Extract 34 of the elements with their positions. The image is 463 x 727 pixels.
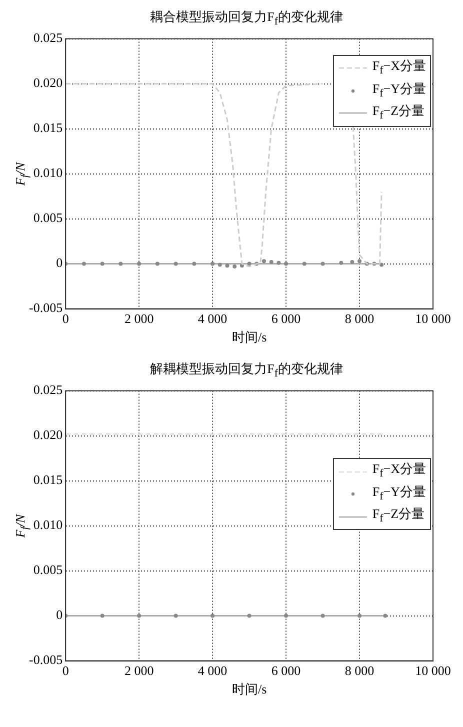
chart-title: 耦合模型振动回复力F$_{f}$的变化规律 [149,8,344,28]
y-tick-label: 0 [56,255,63,270]
y-tick-label: 0.005 [33,562,63,578]
y-tick-label: 0.005 [33,210,63,226]
y-tick-label: 0.015 [33,120,63,136]
y-tick-label: 0.010 [33,165,63,180]
x-tick-label: 6 000 [271,663,301,678]
legend-label: F$_{f}$−X分量 [372,57,426,79]
y-tick-label: 0.020 [33,75,63,90]
y-tick-label: -0.005 [28,300,63,316]
x-tick-label: 2 000 [124,311,154,326]
y-tick-label: 0.015 [33,472,63,488]
x-tick-label: 8 000 [344,311,374,326]
x-tick-label: 4 000 [198,663,228,678]
x-tick-label: 6 000 [271,311,301,326]
y-tick-label: 0.025 [33,382,63,398]
legend-label: F$_{f}$−Z分量 [372,102,425,124]
legend-label: F$_{f}$−Z分量 [372,505,425,528]
chart-title: 解耦模型振动回复力F$_{f}$的变化规律 [149,360,344,380]
x-tick-label: 2 000 [124,663,154,678]
x-tick-label: 10 000 [415,663,451,678]
y-tick-label: 0.025 [33,30,63,46]
y-tick-label: 0 [56,607,63,622]
x-axis-title: 时间/s [232,330,267,345]
y-tick-label: 0.010 [33,517,63,532]
legend-label: F$_{f}$−Y分量 [372,482,426,504]
x-tick-label: 4 000 [198,311,228,326]
y-tick-label: 0.020 [33,427,63,442]
legend-label: F$_{f}$−Y分量 [372,80,426,102]
x-tick-label: 8 000 [344,663,374,678]
legend-label: F$_{f}$−X分量 [372,460,426,482]
x-tick-label: 10 000 [415,311,451,326]
y-tick-label: -0.005 [28,652,63,668]
x-axis-title: 时间/s [232,682,267,697]
